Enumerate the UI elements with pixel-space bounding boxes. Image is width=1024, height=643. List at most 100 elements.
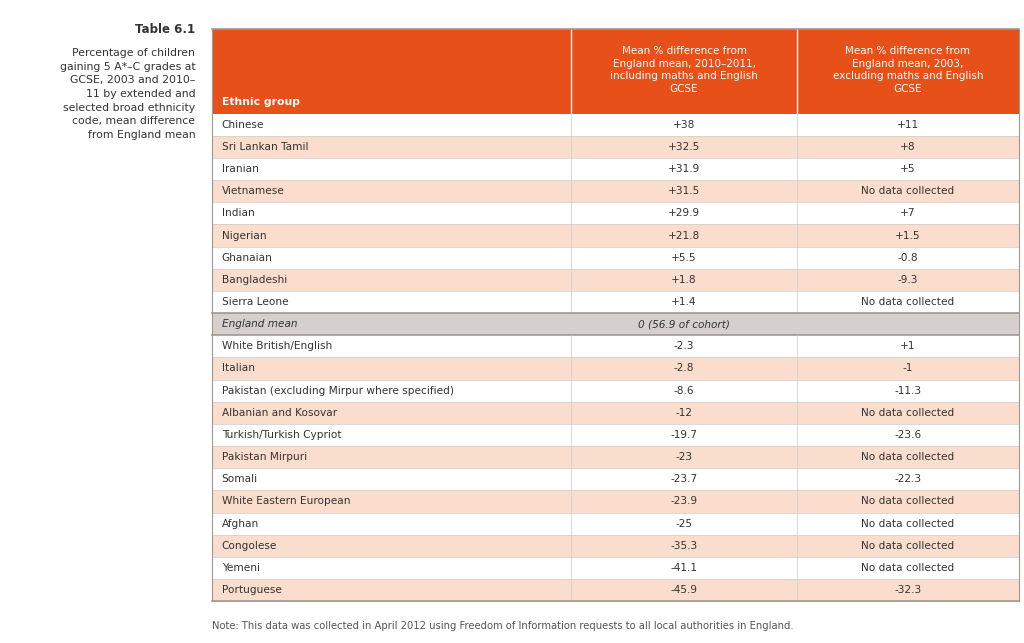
Text: +1.5: +1.5 xyxy=(895,231,921,240)
Bar xyxy=(571,158,797,180)
Text: Afghan: Afghan xyxy=(221,519,259,529)
Bar xyxy=(797,114,1019,136)
Text: -45.9: -45.9 xyxy=(671,585,697,595)
Text: -35.3: -35.3 xyxy=(671,541,697,551)
Text: -23.9: -23.9 xyxy=(671,496,697,507)
Bar xyxy=(212,291,571,313)
Text: -22.3: -22.3 xyxy=(894,475,922,484)
Text: England mean: England mean xyxy=(221,319,297,329)
Text: +8: +8 xyxy=(900,142,915,152)
Text: -19.7: -19.7 xyxy=(671,430,697,440)
Text: Somali: Somali xyxy=(221,475,258,484)
Text: White Eastern European: White Eastern European xyxy=(221,496,350,507)
Bar xyxy=(571,180,797,203)
Bar xyxy=(212,379,571,402)
Text: +7: +7 xyxy=(900,208,915,219)
Bar xyxy=(212,579,571,601)
Text: +5: +5 xyxy=(900,164,915,174)
Bar xyxy=(797,491,1019,512)
Text: Mean % difference from
England mean, 2010–2011,
including maths and English
GCSE: Mean % difference from England mean, 201… xyxy=(610,46,758,94)
Bar xyxy=(212,358,571,379)
Text: +1.8: +1.8 xyxy=(671,275,696,285)
Text: Congolese: Congolese xyxy=(221,541,278,551)
Text: Bangladeshi: Bangladeshi xyxy=(221,275,287,285)
Text: White British/English: White British/English xyxy=(221,341,332,351)
Bar xyxy=(797,291,1019,313)
Bar xyxy=(797,579,1019,601)
Bar xyxy=(797,468,1019,491)
Text: -2.3: -2.3 xyxy=(674,341,694,351)
Text: Yemeni: Yemeni xyxy=(221,563,260,573)
Text: No data collected: No data collected xyxy=(861,563,954,573)
Bar xyxy=(212,424,571,446)
Text: Iranian: Iranian xyxy=(221,164,258,174)
Text: Ethnic group: Ethnic group xyxy=(221,98,300,107)
Text: -25: -25 xyxy=(676,519,692,529)
Text: Ghanaian: Ghanaian xyxy=(221,253,272,263)
Bar xyxy=(212,158,571,180)
Text: +29.9: +29.9 xyxy=(668,208,700,219)
Bar xyxy=(571,269,797,291)
Bar xyxy=(212,247,571,269)
Bar xyxy=(571,446,797,468)
Bar xyxy=(797,535,1019,557)
Bar xyxy=(571,424,797,446)
Text: No data collected: No data collected xyxy=(861,541,954,551)
Bar xyxy=(797,203,1019,224)
Bar xyxy=(571,402,797,424)
Text: +5.5: +5.5 xyxy=(672,253,696,263)
Bar xyxy=(212,468,571,491)
Bar xyxy=(571,203,797,224)
Text: Portuguese: Portuguese xyxy=(221,585,282,595)
Text: Percentage of children
gaining 5 A*–C grades at
GCSE, 2003 and 2010–
11 by exten: Percentage of children gaining 5 A*–C gr… xyxy=(59,48,196,140)
Text: -1: -1 xyxy=(903,363,913,374)
Bar xyxy=(212,269,571,291)
Bar xyxy=(212,402,571,424)
Text: -9.3: -9.3 xyxy=(898,275,919,285)
Bar xyxy=(212,136,571,158)
Bar xyxy=(797,424,1019,446)
Bar xyxy=(797,180,1019,203)
Bar xyxy=(571,512,797,535)
Bar xyxy=(797,335,1019,358)
Bar xyxy=(571,29,797,114)
Text: Pakistan Mirpuri: Pakistan Mirpuri xyxy=(221,452,307,462)
Bar xyxy=(571,358,797,379)
Text: No data collected: No data collected xyxy=(861,186,954,196)
Bar xyxy=(571,136,797,158)
Bar xyxy=(212,224,571,247)
Text: +11: +11 xyxy=(897,120,919,130)
Text: Pakistan (excluding Mirpur where specified): Pakistan (excluding Mirpur where specifi… xyxy=(221,386,454,395)
Text: Indian: Indian xyxy=(221,208,254,219)
Bar xyxy=(797,512,1019,535)
Bar xyxy=(571,468,797,491)
Text: Turkish/Turkish Cypriot: Turkish/Turkish Cypriot xyxy=(221,430,341,440)
Bar xyxy=(797,269,1019,291)
Bar xyxy=(212,512,571,535)
Text: -23.7: -23.7 xyxy=(671,475,697,484)
Text: Chinese: Chinese xyxy=(221,120,264,130)
Text: +1.4: +1.4 xyxy=(672,297,696,307)
Text: Mean % difference from
England mean, 2003,
excluding maths and English
GCSE: Mean % difference from England mean, 200… xyxy=(833,46,983,94)
Text: Italian: Italian xyxy=(221,363,255,374)
Bar xyxy=(571,379,797,402)
Bar xyxy=(212,491,571,512)
Text: -23.6: -23.6 xyxy=(894,430,922,440)
Bar xyxy=(212,203,571,224)
Text: -0.8: -0.8 xyxy=(898,253,919,263)
Text: Vietnamese: Vietnamese xyxy=(221,186,285,196)
Bar xyxy=(571,491,797,512)
Text: -32.3: -32.3 xyxy=(894,585,922,595)
Bar xyxy=(797,446,1019,468)
Bar xyxy=(797,224,1019,247)
Bar xyxy=(212,535,571,557)
Bar xyxy=(797,158,1019,180)
Bar xyxy=(797,402,1019,424)
Bar xyxy=(212,114,571,136)
Text: -12: -12 xyxy=(676,408,692,418)
Bar xyxy=(212,29,571,114)
Text: No data collected: No data collected xyxy=(861,519,954,529)
Text: Nigerian: Nigerian xyxy=(221,231,266,240)
Text: +32.5: +32.5 xyxy=(668,142,700,152)
Bar xyxy=(797,557,1019,579)
